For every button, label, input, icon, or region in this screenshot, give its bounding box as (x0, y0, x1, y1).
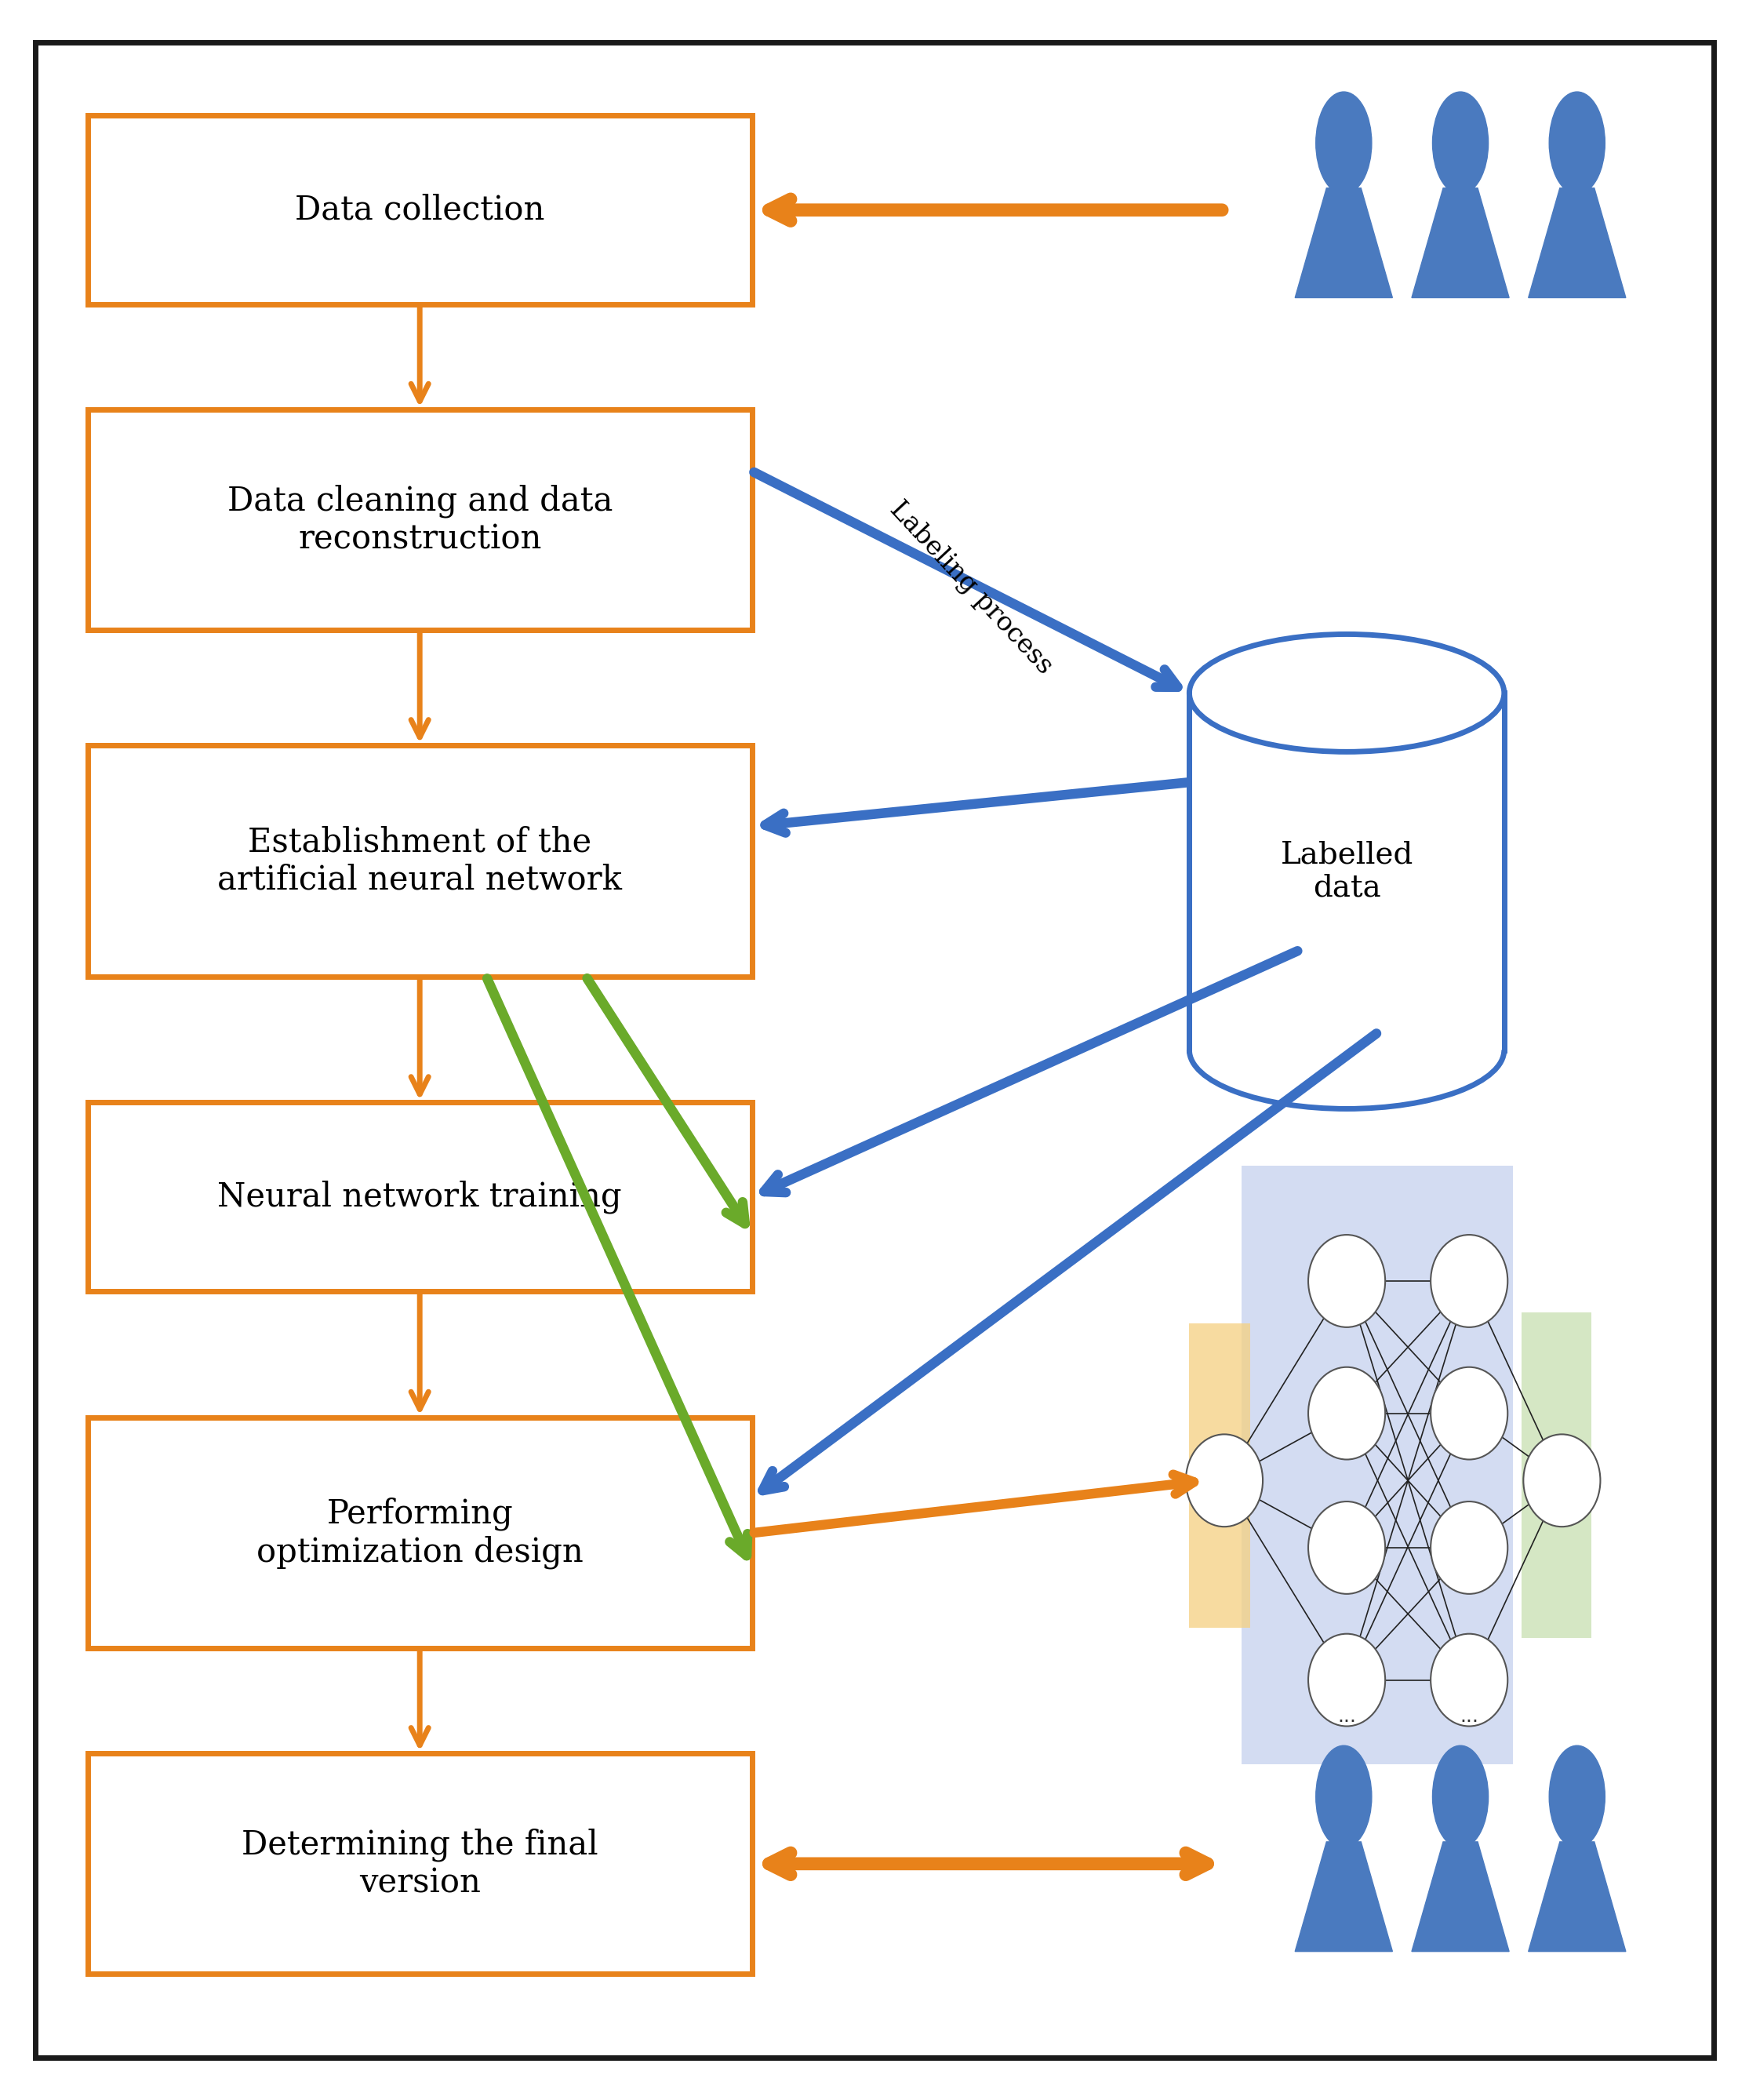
Bar (87, 116, 752, 304)
Ellipse shape (1550, 92, 1606, 193)
Bar (1189, 693, 1504, 1050)
Text: ···: ··· (1338, 1714, 1355, 1730)
Ellipse shape (1431, 1634, 1508, 1726)
Text: Labeling process: Labeling process (885, 498, 1056, 678)
Bar (1242, 1166, 1513, 1764)
Bar (1522, 1312, 1592, 1638)
Polygon shape (1411, 189, 1509, 298)
Bar (87, 745, 752, 976)
Ellipse shape (1431, 1367, 1508, 1459)
Ellipse shape (1189, 634, 1504, 752)
Bar (87, 409, 752, 630)
Polygon shape (1411, 1842, 1509, 1951)
Ellipse shape (1308, 1367, 1385, 1459)
Text: Establishment of the
artificial neural network: Establishment of the artificial neural n… (217, 825, 623, 897)
Ellipse shape (1431, 1235, 1508, 1327)
Polygon shape (1529, 1842, 1627, 1951)
Ellipse shape (1308, 1501, 1385, 1594)
Polygon shape (1294, 189, 1392, 298)
Ellipse shape (1315, 1745, 1371, 1848)
Polygon shape (1294, 1842, 1392, 1951)
Text: Performing
optimization design: Performing optimization design (257, 1497, 582, 1569)
Bar (87, 1102, 752, 1291)
Ellipse shape (1186, 1434, 1263, 1527)
Text: Labelled
data: Labelled data (1280, 840, 1413, 903)
Ellipse shape (1308, 1634, 1385, 1726)
Bar (1189, 1323, 1251, 1628)
Text: ···: ··· (1460, 1714, 1478, 1730)
Bar (87, 1418, 752, 1648)
Text: Determining the final
version: Determining the final version (241, 1827, 598, 1900)
Text: Data cleaning and data
reconstruction: Data cleaning and data reconstruction (227, 483, 612, 556)
Ellipse shape (1308, 1235, 1385, 1327)
Ellipse shape (1432, 92, 1488, 193)
Ellipse shape (1550, 1745, 1606, 1848)
Ellipse shape (1432, 1745, 1488, 1848)
Bar (87, 1754, 752, 1974)
Ellipse shape (1523, 1434, 1600, 1527)
Text: Neural network training: Neural network training (217, 1180, 623, 1214)
Polygon shape (1529, 189, 1627, 298)
Text: Data collection: Data collection (296, 193, 544, 227)
Ellipse shape (1315, 92, 1371, 193)
Ellipse shape (1431, 1501, 1508, 1594)
